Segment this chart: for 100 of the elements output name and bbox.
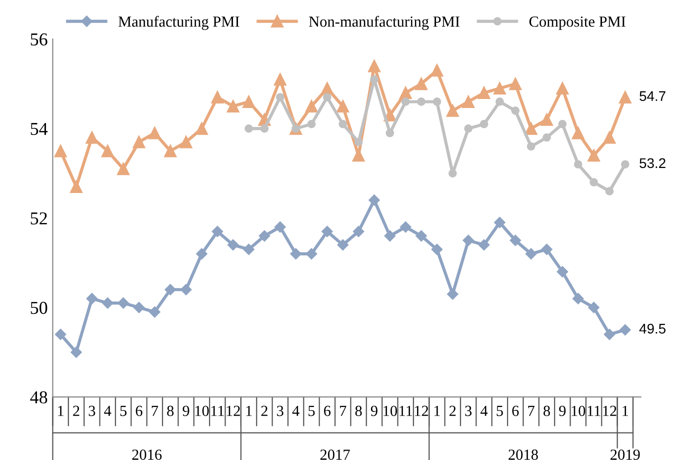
x-tick-label: 8 xyxy=(167,406,174,416)
point xyxy=(464,124,472,133)
y-tick-label: 54 xyxy=(30,122,48,136)
point xyxy=(117,162,130,176)
legend-label: Manufacturing PMI xyxy=(118,16,240,30)
point xyxy=(572,126,584,140)
point xyxy=(558,120,567,128)
y-tick-label: 56 xyxy=(30,33,48,46)
point xyxy=(432,98,442,106)
point xyxy=(164,284,176,296)
point xyxy=(354,138,363,146)
point xyxy=(400,221,412,233)
point xyxy=(542,133,551,142)
x-tick-label: 5 xyxy=(308,406,315,416)
point xyxy=(368,194,380,206)
point xyxy=(352,149,365,162)
x-tick-label: 11 xyxy=(588,406,600,416)
point xyxy=(510,234,521,246)
point xyxy=(86,131,98,144)
point xyxy=(603,131,616,144)
point xyxy=(227,239,239,250)
x-tick-label: 7 xyxy=(152,406,158,416)
point xyxy=(462,234,474,246)
x-tick-label: 2 xyxy=(73,406,80,416)
point xyxy=(496,98,504,106)
x-tick-label: 11 xyxy=(400,406,412,416)
data-label: 49.5 xyxy=(639,324,666,334)
point xyxy=(336,100,350,112)
x-tick-label: 4 xyxy=(104,406,112,416)
legend-label: Non-manufacturing PMI xyxy=(308,16,460,30)
point xyxy=(118,297,129,309)
x-tick-label: 1 xyxy=(246,406,252,416)
point xyxy=(574,160,582,169)
point xyxy=(399,86,412,100)
point xyxy=(480,120,488,128)
point xyxy=(386,128,394,138)
point xyxy=(338,120,348,128)
x-tick-label: 4 xyxy=(292,406,300,416)
x-tick-label: 1 xyxy=(622,406,628,416)
point xyxy=(102,297,114,309)
x-tick-label: 10 xyxy=(384,406,397,416)
x-tick-label: 9 xyxy=(182,406,190,416)
point xyxy=(244,124,253,133)
point xyxy=(290,248,302,260)
x-tick-label: 7 xyxy=(528,406,534,416)
point xyxy=(196,248,208,260)
point xyxy=(211,91,224,104)
point xyxy=(590,178,598,186)
point xyxy=(323,93,332,102)
point xyxy=(511,106,520,115)
x-tick-label: 12 xyxy=(603,406,616,416)
point xyxy=(242,95,256,108)
x-tick-label: 1 xyxy=(58,406,64,416)
point xyxy=(618,91,632,104)
x-tick-label: 5 xyxy=(120,406,127,416)
text: 2017 xyxy=(320,450,350,460)
point xyxy=(320,82,334,95)
data-label: 53.2 xyxy=(640,158,666,168)
point xyxy=(133,302,145,314)
point xyxy=(322,226,333,238)
point xyxy=(307,120,316,128)
x-tick-label: 6 xyxy=(512,406,519,416)
x-tick-label: 3 xyxy=(88,406,96,416)
point xyxy=(448,169,457,178)
point xyxy=(620,324,631,336)
x-tick-label: 6 xyxy=(324,406,331,416)
point xyxy=(54,328,66,340)
x-tick-label: 5 xyxy=(496,406,503,416)
point xyxy=(306,248,318,260)
point xyxy=(370,75,378,84)
x-tick-label: 3 xyxy=(277,406,284,416)
x-tick-label: 4 xyxy=(480,406,488,416)
point xyxy=(526,142,536,151)
point xyxy=(149,306,160,318)
point xyxy=(540,113,553,126)
point xyxy=(401,98,410,106)
x-tick-label: 3 xyxy=(465,406,472,416)
point xyxy=(132,136,146,148)
point xyxy=(86,292,98,304)
x-tick-label: 12 xyxy=(414,406,428,416)
point xyxy=(164,144,177,158)
point xyxy=(243,244,254,255)
point xyxy=(415,78,428,90)
point xyxy=(258,230,270,242)
point xyxy=(478,239,490,250)
x-tick-label: 8 xyxy=(544,406,550,416)
point xyxy=(605,187,614,196)
x-tick-label: 9 xyxy=(370,406,378,416)
legend-label: Composite PMI xyxy=(529,16,626,30)
point xyxy=(260,124,269,133)
x-tick-label: 10 xyxy=(572,406,586,416)
x-tick-label: 11 xyxy=(211,406,224,416)
point xyxy=(54,144,67,158)
point xyxy=(447,288,458,300)
point xyxy=(494,216,506,228)
point xyxy=(556,266,568,278)
point xyxy=(525,248,537,260)
point xyxy=(604,328,616,340)
y-tick-label: 48 xyxy=(30,391,48,404)
point xyxy=(70,346,82,358)
